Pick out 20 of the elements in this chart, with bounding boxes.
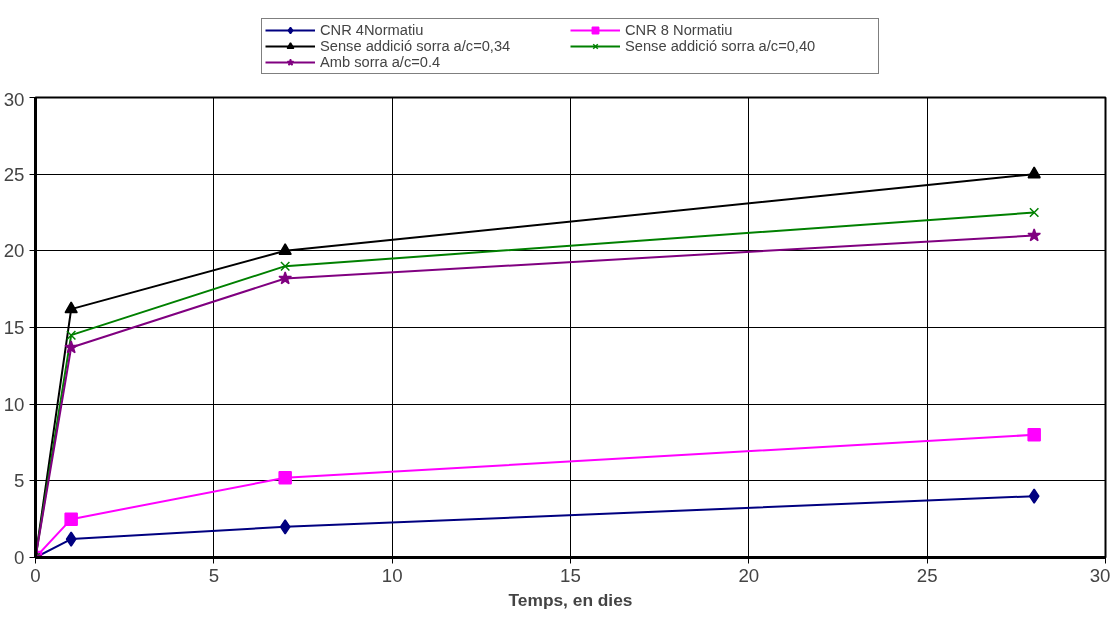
y-tick-label: 25 xyxy=(3,163,25,185)
y-tick-label: 0 xyxy=(14,547,25,568)
x-tick-label: 25 xyxy=(916,564,938,586)
y-tick-label: 5 xyxy=(14,470,25,492)
y-tick-label: 20 xyxy=(3,240,25,262)
x-tick-label: 30 xyxy=(1089,564,1111,586)
y-tick-label: 15 xyxy=(3,317,25,338)
x-tick-label: 20 xyxy=(738,564,760,586)
y-tick-label: 10 xyxy=(3,393,25,415)
x-axis-title: Temps, en dies xyxy=(508,589,633,610)
legend-label: Amb sorra a/c=0.4 xyxy=(320,54,442,70)
x-tick-label: 0 xyxy=(30,564,41,586)
x-tick-label: 15 xyxy=(560,564,581,586)
legend-label: Sense addició sorra a/c=0,34 xyxy=(320,38,512,54)
x-tick-label: 10 xyxy=(381,564,403,586)
legend-label: CNR 8 Normatiu xyxy=(625,22,734,38)
x-tick-label: 5 xyxy=(208,564,220,586)
legend-label: CNR 4Normatiu xyxy=(320,22,425,38)
legend-label: Sense addició sorra a/c=0,40 xyxy=(625,38,817,54)
y-tick-label: 30 xyxy=(3,88,25,110)
